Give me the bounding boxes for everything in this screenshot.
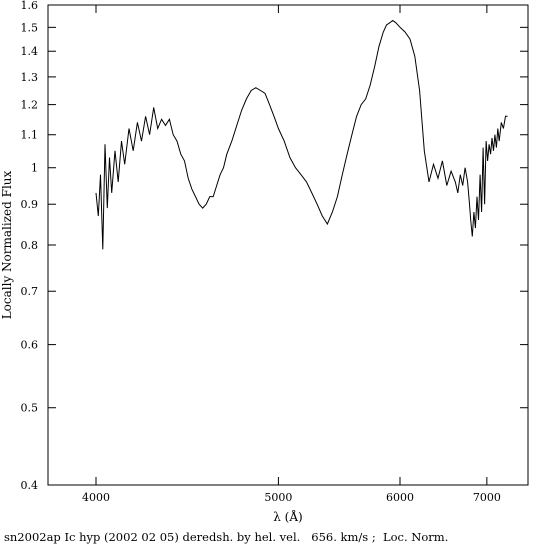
y-tick-label: 1.2	[21, 99, 39, 112]
axis-ticks	[48, 4, 528, 486]
x-tick-label: 5000	[264, 491, 292, 504]
y-tick-label: 0.9	[21, 198, 39, 211]
x-tick-label: 7000	[473, 491, 501, 504]
y-tick-label: 1.4	[21, 45, 39, 58]
y-tick-label: 0.5	[21, 402, 39, 415]
y-tick-label: 1.1	[21, 129, 39, 142]
y-tick-label: 1.6	[21, 0, 39, 12]
y-tick-labels: 0.4 0.5 0.6 0.7 0.8 0.9 1 1.1 1.2 1.3 1.4 1.5 1.6	[21, 0, 39, 492]
y-tick-label: 0.7	[21, 285, 39, 298]
x-axis-title: λ (Å)	[273, 509, 302, 524]
y-tick-label: 1.3	[21, 71, 39, 84]
y-tick-label: 0.8	[21, 239, 39, 252]
chart-caption: sn2002ap Ic hyp (2002 02 05) deredsh. by…	[4, 530, 448, 544]
y-tick-label: 1.5	[21, 21, 39, 34]
x-tick-label: 6000	[386, 491, 414, 504]
y-axis-title: Locally Normalized Flux	[0, 170, 14, 319]
x-tick-label: 4000	[82, 491, 110, 504]
x-tick-labels: 4000 5000 6000 7000	[82, 491, 501, 504]
y-tick-label: 0.6	[21, 339, 39, 352]
y-tick-label: 0.4	[21, 479, 39, 492]
spectrum-line	[95, 19, 508, 250]
plot-frame	[47, 4, 529, 486]
y-tick-label: 1	[31, 162, 38, 175]
